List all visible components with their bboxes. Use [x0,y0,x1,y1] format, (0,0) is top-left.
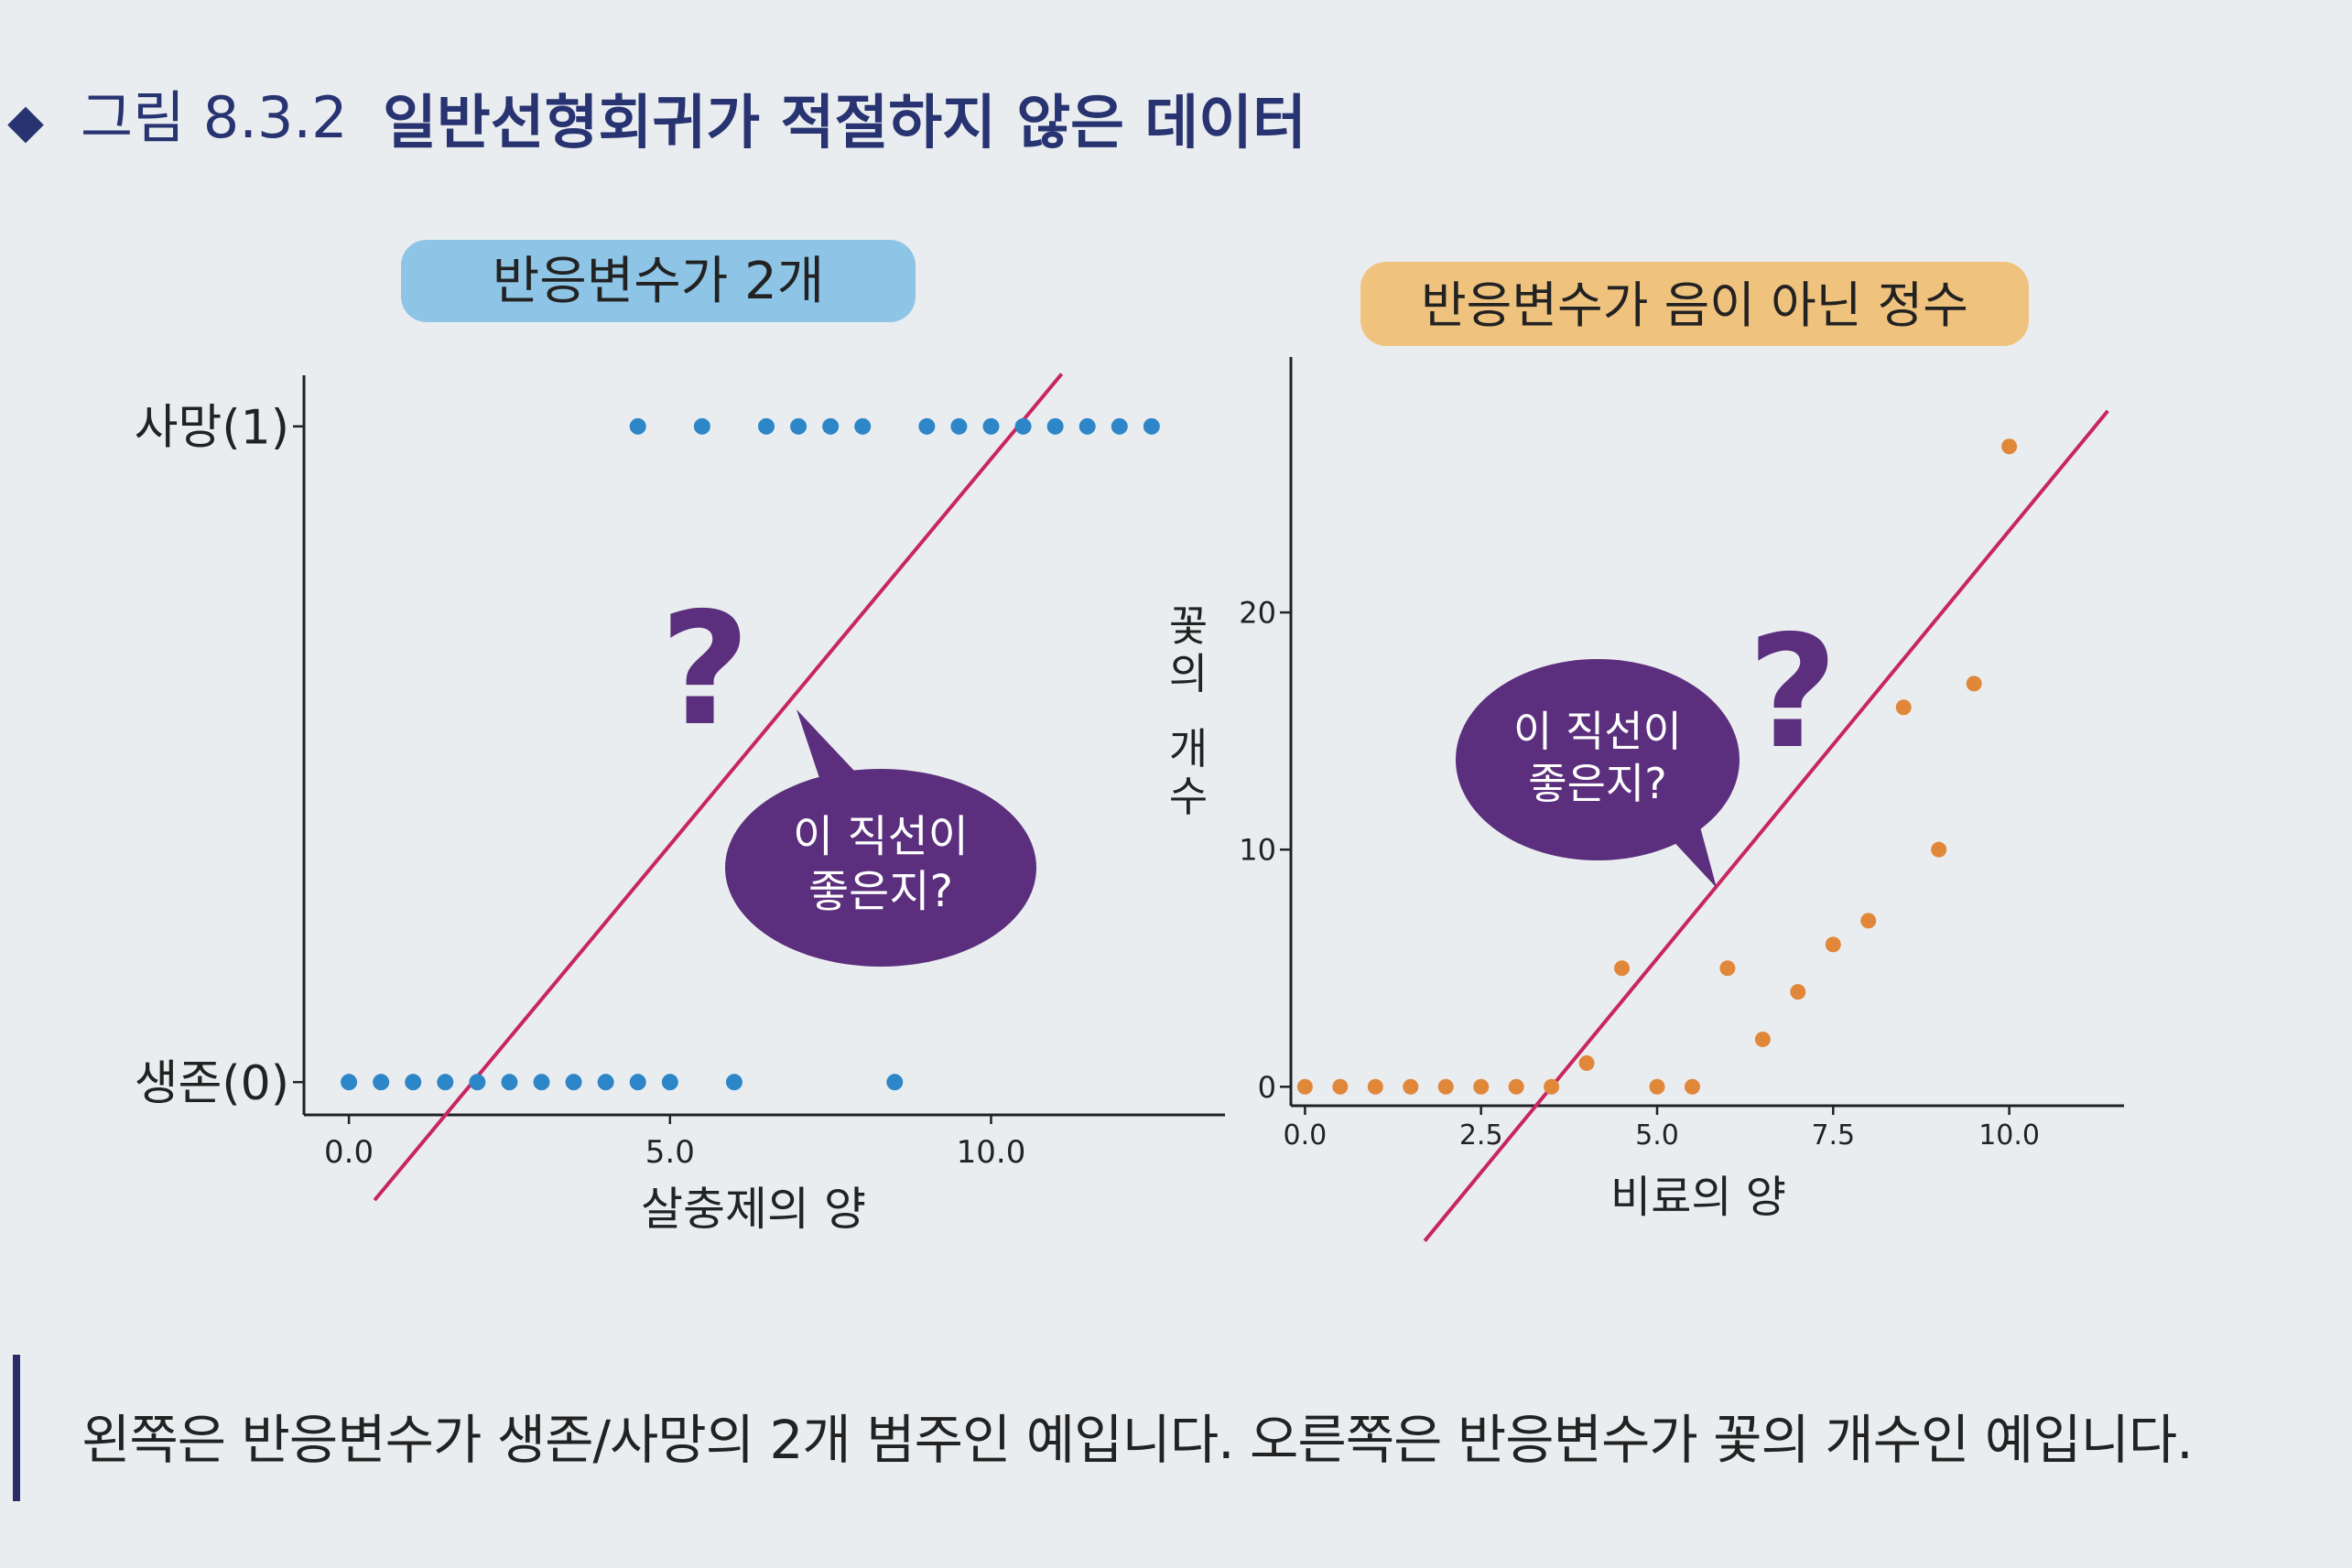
data-point [1790,984,1806,1000]
data-point [533,1074,550,1091]
data-point [629,417,646,435]
left-question-mark: ? [660,579,751,761]
y-tick-label: 생존(0) [135,1056,289,1111]
data-point [918,417,936,435]
data-point [1296,1078,1313,1095]
x-tick-label: 5.0 [645,1134,695,1171]
x-tick-label: 5.0 [1635,1119,1679,1152]
regression-line [373,373,1064,1202]
left-x-axis-label: 살충제의 양 [641,1183,866,1236]
data-point [1437,1078,1454,1095]
figure-header: ◆ 그림 8.3.2 일반선형회귀가 적절하지 않은 데이터 [7,84,1306,157]
figure-number: 그림 8.3.2 [81,84,348,151]
data-point [950,417,968,435]
data-point [693,417,710,435]
data-point [469,1074,486,1091]
data-point [854,417,872,435]
data-point [758,417,775,435]
data-point [1931,841,1947,858]
left-axes: 0.0 5.0 10.0 생존(0) 사망(1) [135,375,1225,1171]
right-bubble-line-1: 이 직선이 [1513,707,1682,756]
right-chart-panel: 반응변수가 음이 아닌 정수 0.0 2.5 5.0 7.5 10.0 0 10 20 ? 이… [1169,262,2124,1242]
data-point [565,1074,582,1091]
caption-accent-bar [13,1355,20,1501]
x-tick-label: 7.5 [1811,1119,1855,1152]
data-point [1754,1031,1771,1047]
right-badge [1360,262,2029,346]
data-point [629,1074,646,1091]
data-point [501,1074,518,1091]
data-point [2001,438,2018,455]
data-point [1111,417,1128,435]
right-x-axis-label: 비료의 양 [1610,1172,1786,1223]
x-tick-label: 0.0 [324,1134,374,1171]
data-point [661,1074,678,1091]
data-point [1544,1078,1560,1095]
left-points [341,417,1160,1091]
data-point [1508,1078,1524,1095]
x-tick-label: 10.0 [957,1134,1026,1171]
data-point [1046,417,1064,435]
y-tick-label: 20 [1239,596,1276,631]
data-point [1649,1078,1665,1095]
y-tick-label: 사망(1) [135,401,289,456]
x-tick-label: 10.0 [1978,1119,2040,1152]
data-point [1860,913,1877,929]
data-point [982,417,1000,435]
left-bubble-line-2: 좋은지? [808,866,953,917]
right-question-mark: ? [1748,602,1838,784]
data-point [790,417,807,435]
data-point [1403,1078,1419,1095]
data-point [1473,1078,1490,1095]
figure-caption: 왼쪽은 반응변수가 생존/사망의 2개 범주인 예입니다. 오른쪽은 반응변수가… [13,1355,2320,1501]
data-point [1825,936,1841,953]
data-point [1014,417,1032,435]
data-point [373,1074,390,1091]
right-axes: 0.0 2.5 5.0 7.5 10.0 0 10 20 [1239,357,2124,1152]
right-bubble-line-2: 좋은지? [1528,759,1666,808]
left-speech-bubble: 이 직선이 좋은지? [725,709,1036,967]
x-tick-label: 0.0 [1284,1119,1328,1152]
data-point [1684,1078,1700,1095]
data-point [1332,1078,1349,1095]
y-tick-label: 0 [1258,1070,1276,1105]
data-point [1614,960,1631,977]
left-fit-line [373,373,1064,1202]
diamond-icon: ◆ [7,94,44,149]
regression-line [1423,409,2109,1242]
data-point [1966,676,1982,692]
left-badge-label: 반응변수가 2개 [493,252,825,311]
data-point [1719,960,1736,977]
left-bubble-line-1: 이 직선이 [793,811,969,862]
data-point [1367,1078,1383,1095]
data-point [597,1074,614,1091]
x-tick-label: 2.5 [1459,1119,1503,1152]
y-tick-label: 10 [1239,833,1276,868]
left-badge [401,240,916,322]
right-points [1296,438,2018,1095]
data-point [437,1074,454,1091]
data-point [822,417,840,435]
data-point [1078,417,1096,435]
right-speech-bubble: 이 직선이 좋은지? [1456,659,1740,888]
data-point [1895,699,1912,716]
data-point [1578,1054,1595,1071]
right-fit-line [1423,409,2109,1242]
left-chart-panel: 반응변수가 2개 0.0 5.0 10.0 생존(0) 사망(1) ? 이 직선이 좋은… [135,240,1225,1236]
left-bubble-body [725,769,1036,967]
data-point [886,1074,904,1091]
right-bubble-body [1456,659,1740,860]
caption-text: 왼쪽은 반응변수가 생존/사망의 2개 범주인 예입니다. 오른쪽은 반응변수가… [81,1409,2194,1471]
data-point [1143,417,1160,435]
data-point [725,1074,742,1091]
figure-title: 일반선형회귀가 적절하지 않은 데이터 [383,90,1306,157]
data-point [341,1074,358,1091]
data-point [405,1074,422,1091]
right-badge-label: 반응변수가 음이 아닌 정수 [1421,276,1968,334]
